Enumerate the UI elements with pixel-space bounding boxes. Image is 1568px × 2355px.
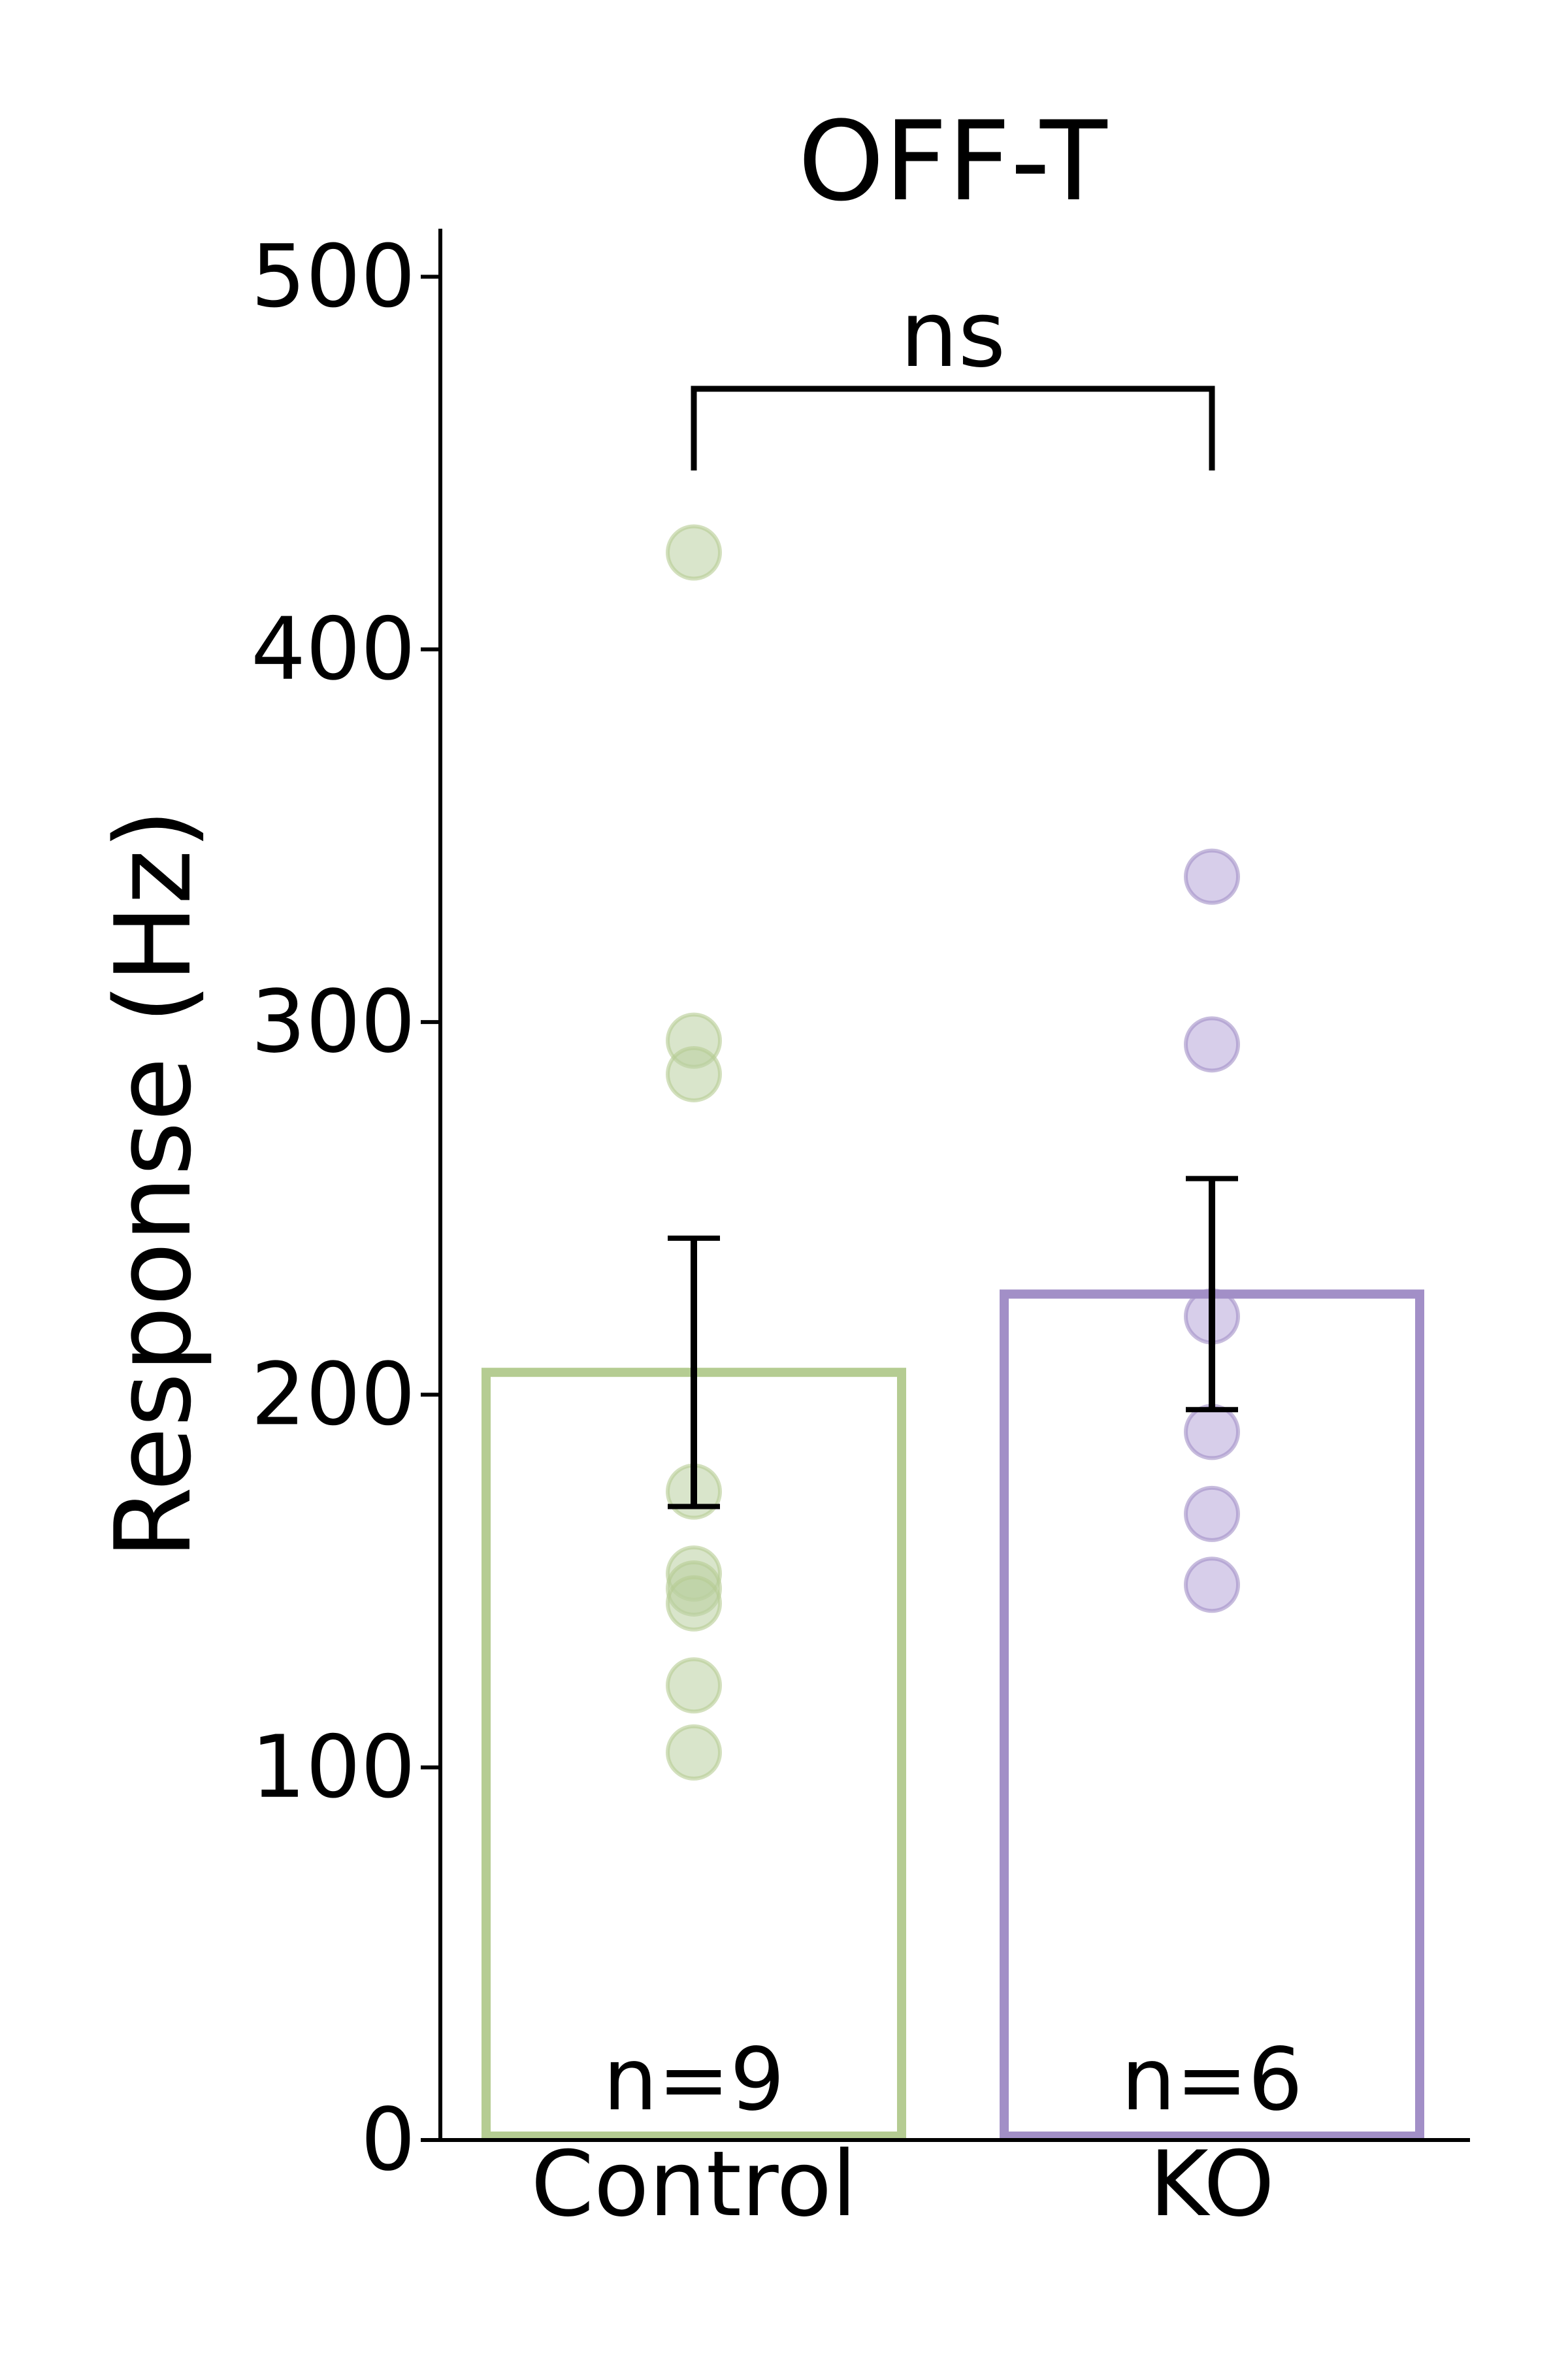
- bars-layer: [482, 1289, 1424, 2141]
- y-axis-label: Response (Hz): [92, 809, 214, 1559]
- category-label: KO: [1149, 2132, 1275, 2237]
- axes-layer: [438, 229, 1470, 2142]
- data-point: [666, 1724, 722, 1781]
- category-labels-layer: Control KO: [531, 2132, 1275, 2237]
- points-layer: [666, 524, 1240, 1781]
- y-tick-label: 300: [251, 972, 416, 1072]
- data-point: [666, 1575, 722, 1632]
- significance-bracket: [691, 386, 1215, 470]
- y-ticks-layer: 0 100 200 300 400 500: [251, 227, 440, 2190]
- n-label: n=9: [603, 2030, 785, 2130]
- y-tick-label: 200: [251, 1344, 416, 1445]
- error-bars-layer: [668, 1176, 1238, 1509]
- n-labels-layer: n=9 n=6: [603, 2030, 1303, 2130]
- chart-title: OFF-T: [798, 97, 1108, 225]
- data-point: [1184, 1016, 1240, 1073]
- data-point: [666, 1657, 722, 1714]
- y-tick-label: 100: [251, 1717, 416, 1818]
- y-tick-label: 0: [361, 2090, 416, 2190]
- data-point: [666, 524, 722, 581]
- y-tick-label: 500: [251, 227, 416, 327]
- data-point: [1184, 1556, 1240, 1613]
- y-tick-label: 400: [251, 599, 416, 700]
- data-point: [666, 1046, 722, 1102]
- data-point: [1184, 848, 1240, 905]
- significance-label: ns: [900, 282, 1006, 388]
- data-point: [1184, 1485, 1240, 1542]
- n-label: n=6: [1121, 2030, 1303, 2130]
- category-label: Control: [531, 2132, 857, 2237]
- significance-layer: ns: [691, 282, 1215, 470]
- data-point: [1184, 1404, 1240, 1460]
